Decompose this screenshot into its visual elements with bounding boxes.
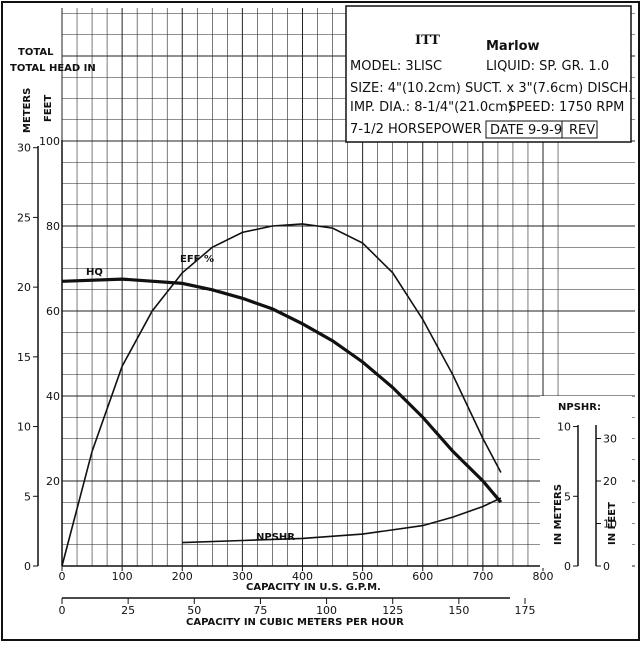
npshr-label-meters: IN METERS — [553, 484, 564, 545]
y-meters-tick-label: 0 — [24, 560, 31, 573]
series-label-eff: EFF % — [180, 254, 214, 265]
y-meters-tick-label: 5 — [24, 490, 31, 503]
x-title-cmh: CAPACITY IN CUBIC METERS PER HOUR — [186, 617, 404, 628]
header-speed: SPEED: 1750 RPM — [508, 100, 624, 115]
header-frame — [345, 5, 632, 143]
y-label-meters: METERS — [22, 88, 33, 133]
npshr-meter-tick-label: 0 — [564, 560, 571, 573]
x-cmh-tick-label: 100 — [316, 604, 337, 617]
x-cmh-tick-label: 150 — [448, 604, 469, 617]
y-feet-tick-label: 80 — [46, 220, 60, 233]
series-line-npshr — [182, 497, 502, 544]
header-imp-dia: IMP. DIA.: 8-1/4"(21.0cm) — [350, 100, 513, 115]
x-gpm-tick-label: 500 — [352, 570, 373, 583]
series-line-eff — [61, 223, 502, 567]
npshr-meter-tick-label: 5 — [564, 490, 571, 503]
header-box: ITT Marlow MODEL: 3LISC LIQUID: SP. GR. … — [345, 5, 632, 143]
brand-logo: ITT — [415, 33, 440, 48]
x-cmh-tick-label: 0 — [59, 604, 66, 617]
y-title: TOTAL HEAD IN — [10, 63, 96, 74]
x-cmh-tick-label: 75 — [253, 604, 267, 617]
header-model: MODEL: 3LISC — [350, 59, 442, 74]
npshr-label-feet: IN FEET — [607, 502, 618, 545]
series-label-hq: HQ — [86, 267, 103, 278]
y-title-line1: TOTAL — [18, 47, 54, 58]
y-meters-tick-label: 30 — [17, 142, 31, 155]
npshr-panel — [540, 396, 632, 568]
x-gpm-tick-label: 800 — [533, 570, 554, 583]
npshr-meter-tick-label: 10 — [557, 421, 571, 434]
y-label-feet: FEET — [43, 95, 54, 122]
brand-name: Marlow — [486, 39, 540, 54]
header-date: DATE 9-9-98 — [490, 123, 570, 138]
x-cmh-tick-label: 25 — [121, 604, 135, 617]
y-feet-tick-label: 20 — [46, 475, 60, 488]
npshr-feet-tick-label: 10 — [603, 518, 617, 531]
header-rev: REV — [569, 123, 595, 138]
x-cmh-tick-label: 50 — [187, 604, 201, 617]
x-gpm-tick-label: 200 — [172, 570, 193, 583]
y-meters-tick-label: 10 — [17, 421, 31, 434]
npshr-feet-tick-label: 20 — [603, 475, 617, 488]
x-gpm-tick-label: 100 — [112, 570, 133, 583]
x-gpm-tick-label: 300 — [232, 570, 253, 583]
header-horsepower: 7-1/2 HORSEPOWER — [350, 122, 482, 137]
x-cmh-tick-label: 175 — [515, 604, 536, 617]
x-gpm-tick-label: 0 — [59, 570, 66, 583]
y-meters-tick-label: 15 — [17, 351, 31, 364]
series-line-hq — [61, 277, 503, 504]
npshr-title: NPSHR: — [558, 402, 601, 413]
y-feet-tick-label: 40 — [46, 390, 60, 403]
x-gpm-tick-label: 400 — [292, 570, 313, 583]
y-meters-tick-label: 20 — [17, 281, 31, 294]
npshr-feet-tick-label: 30 — [603, 433, 617, 446]
y-meters-tick-label: 25 — [17, 211, 31, 224]
rev-box — [561, 120, 598, 139]
npshr-ticks: 0 5 10 0 10 20 30 — [557, 421, 617, 573]
y-feet-tick-label: 100 — [39, 135, 60, 148]
header-liquid: LIQUID: SP. GR. 1.0 — [486, 59, 609, 74]
npshr-feet-tick-label: 0 — [603, 560, 610, 573]
x-gpm-tick-label: 600 — [412, 570, 433, 583]
x-gpm-tick-label: 700 — [472, 570, 493, 583]
series-label-npshr: NPSHR — [256, 532, 295, 543]
curves — [61, 223, 503, 567]
header-size: SIZE: 4"(10.2cm) SUCT. x 3"(7.6cm) DISCH… — [350, 81, 632, 96]
x-cmh-tick-label: 125 — [382, 604, 403, 617]
y-feet-tick-label: 60 — [46, 305, 60, 318]
x-title-gpm: CAPACITY IN U.S. G.P.M. — [246, 582, 381, 593]
